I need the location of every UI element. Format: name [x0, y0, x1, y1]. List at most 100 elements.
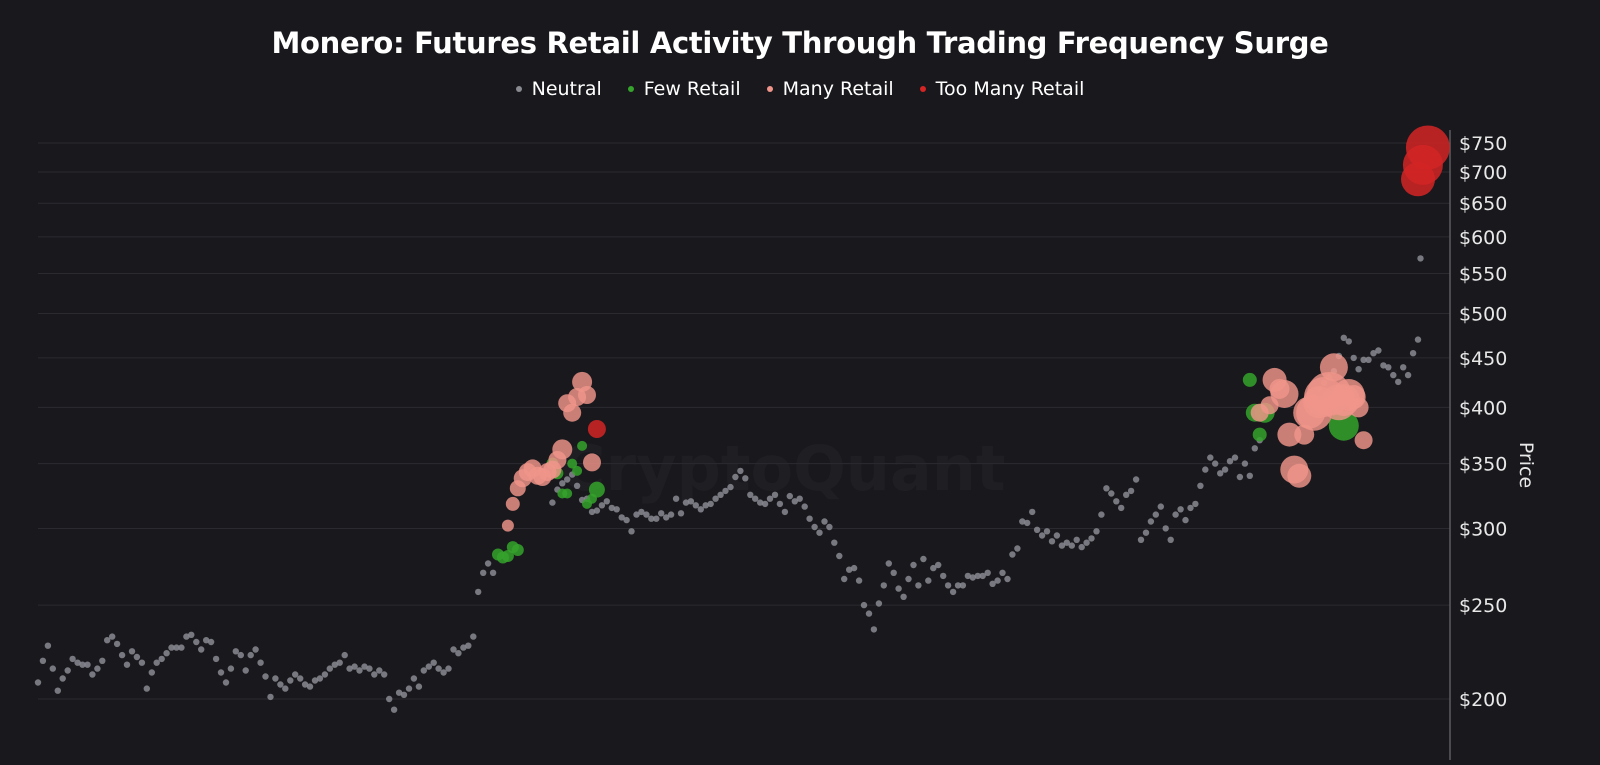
point-many-32[interactable] — [1319, 353, 1348, 382]
point-neutral-193[interactable] — [1043, 528, 1051, 535]
point-neutral-55[interactable] — [306, 683, 314, 690]
point-neutral-164[interactable] — [900, 593, 907, 600]
point-few-4[interactable] — [511, 544, 524, 556]
point-neutral-36[interactable] — [212, 655, 220, 663]
point-neutral-257[interactable] — [1404, 371, 1412, 379]
point-neutral-215[interactable] — [1152, 511, 1160, 518]
point-neutral-8[interactable] — [74, 659, 81, 666]
point-neutral-80[interactable] — [430, 659, 437, 666]
point-neutral-78[interactable] — [420, 667, 427, 674]
point-neutral-58[interactable] — [321, 671, 329, 678]
point-neutral-15[interactable] — [109, 633, 116, 640]
point-neutral-245[interactable] — [1345, 338, 1353, 345]
legend-item-neutral[interactable]: Neutral — [515, 78, 602, 100]
point-neutral-251[interactable] — [1375, 347, 1382, 354]
point-neutral-4[interactable] — [54, 687, 61, 694]
point-neutral-149[interactable] — [826, 523, 833, 531]
point-neutral-16[interactable] — [113, 640, 121, 648]
point-neutral-155[interactable] — [855, 577, 863, 584]
point-neutral-186[interactable] — [1009, 551, 1016, 558]
point-neutral-194[interactable] — [1048, 538, 1056, 545]
point-neutral-190[interactable] — [1029, 508, 1036, 516]
point-neutral-139[interactable] — [776, 500, 784, 508]
point-neutral-1[interactable] — [39, 657, 47, 664]
point-neutral-228[interactable] — [1217, 470, 1224, 477]
point-neutral-258[interactable] — [1409, 350, 1417, 357]
point-neutral-150[interactable] — [831, 539, 838, 546]
point-neutral-205[interactable] — [1103, 485, 1110, 492]
point-few-9[interactable] — [567, 458, 578, 469]
point-neutral-213[interactable] — [1142, 529, 1150, 536]
point-neutral-160[interactable] — [880, 582, 887, 589]
point-neutral-192[interactable] — [1038, 532, 1046, 539]
point-neutral-134[interactable] — [752, 495, 759, 502]
point-few-17[interactable] — [1252, 427, 1267, 442]
point-neutral-117[interactable] — [667, 511, 675, 518]
point-neutral-143[interactable] — [796, 495, 803, 502]
point-neutral-18[interactable] — [123, 661, 131, 668]
point-neutral-235[interactable] — [1251, 445, 1259, 452]
point-neutral-206[interactable] — [1108, 490, 1115, 497]
point-neutral-209[interactable] — [1123, 491, 1130, 498]
point-neutral-151[interactable] — [836, 552, 843, 560]
point-neutral-32[interactable] — [193, 638, 200, 646]
point-few-8[interactable] — [562, 488, 573, 499]
point-neutral-22[interactable] — [143, 685, 150, 692]
point-neutral-222[interactable] — [1187, 504, 1194, 512]
point-neutral-75[interactable] — [405, 685, 413, 692]
point-neutral-201[interactable] — [1083, 539, 1090, 546]
point-neutral-91[interactable] — [484, 560, 492, 567]
point-neutral-5[interactable] — [59, 675, 66, 682]
point-neutral-253[interactable] — [1385, 364, 1392, 371]
point-neutral-234[interactable] — [1246, 472, 1254, 479]
point-many-0[interactable] — [501, 519, 514, 532]
point-neutral-198[interactable] — [1068, 542, 1076, 549]
point-neutral-132[interactable] — [742, 475, 749, 482]
point-neutral-24[interactable] — [153, 659, 160, 666]
point-neutral-45[interactable] — [257, 659, 264, 666]
point-neutral-39[interactable] — [227, 665, 235, 672]
point-neutral-51[interactable] — [287, 677, 294, 684]
point-neutral-76[interactable] — [410, 675, 418, 682]
point-neutral-19[interactable] — [128, 648, 136, 655]
point-neutral-221[interactable] — [1182, 516, 1189, 524]
point-neutral-17[interactable] — [118, 651, 126, 659]
point-neutral-246[interactable] — [1350, 354, 1357, 362]
point-neutral-156[interactable] — [860, 601, 868, 609]
point-neutral-79[interactable] — [425, 663, 432, 670]
point-neutral-183[interactable] — [994, 577, 1001, 584]
point-neutral-65[interactable] — [356, 667, 363, 674]
point-neutral-63[interactable] — [346, 665, 353, 672]
point-neutral-53[interactable] — [297, 675, 304, 682]
point-neutral-244[interactable] — [1340, 334, 1348, 341]
point-neutral-195[interactable] — [1053, 532, 1061, 539]
point-neutral-118[interactable] — [672, 495, 680, 502]
point-neutral-41[interactable] — [237, 651, 244, 659]
point-neutral-84[interactable] — [450, 646, 457, 653]
point-neutral-170[interactable] — [930, 564, 937, 572]
point-neutral-172[interactable] — [940, 572, 947, 580]
point-neutral-161[interactable] — [885, 560, 892, 567]
point-too-many-0[interactable] — [587, 420, 606, 438]
point-neutral-106[interactable] — [613, 506, 620, 513]
point-neutral-126[interactable] — [712, 495, 719, 502]
point-neutral-59[interactable] — [326, 665, 333, 672]
point-neutral-69[interactable] — [376, 667, 383, 674]
point-neutral-77[interactable] — [415, 683, 423, 690]
point-many-23[interactable] — [1277, 422, 1302, 447]
point-neutral-108[interactable] — [623, 516, 630, 524]
point-neutral-197[interactable] — [1063, 539, 1071, 546]
legend-item-too-many-retail[interactable]: Too Many Retail — [919, 78, 1084, 100]
point-neutral-229[interactable] — [1221, 466, 1229, 473]
point-neutral-173[interactable] — [944, 582, 952, 589]
point-neutral-89[interactable] — [475, 588, 482, 596]
point-neutral-46[interactable] — [262, 673, 269, 680]
point-neutral-54[interactable] — [301, 681, 309, 688]
point-neutral-64[interactable] — [351, 663, 358, 670]
point-neutral-159[interactable] — [875, 600, 883, 607]
point-neutral-14[interactable] — [104, 637, 111, 644]
point-neutral-115[interactable] — [658, 510, 665, 517]
point-neutral-87[interactable] — [465, 642, 472, 649]
point-neutral-226[interactable] — [1207, 454, 1214, 461]
point-neutral-249[interactable] — [1365, 356, 1372, 363]
